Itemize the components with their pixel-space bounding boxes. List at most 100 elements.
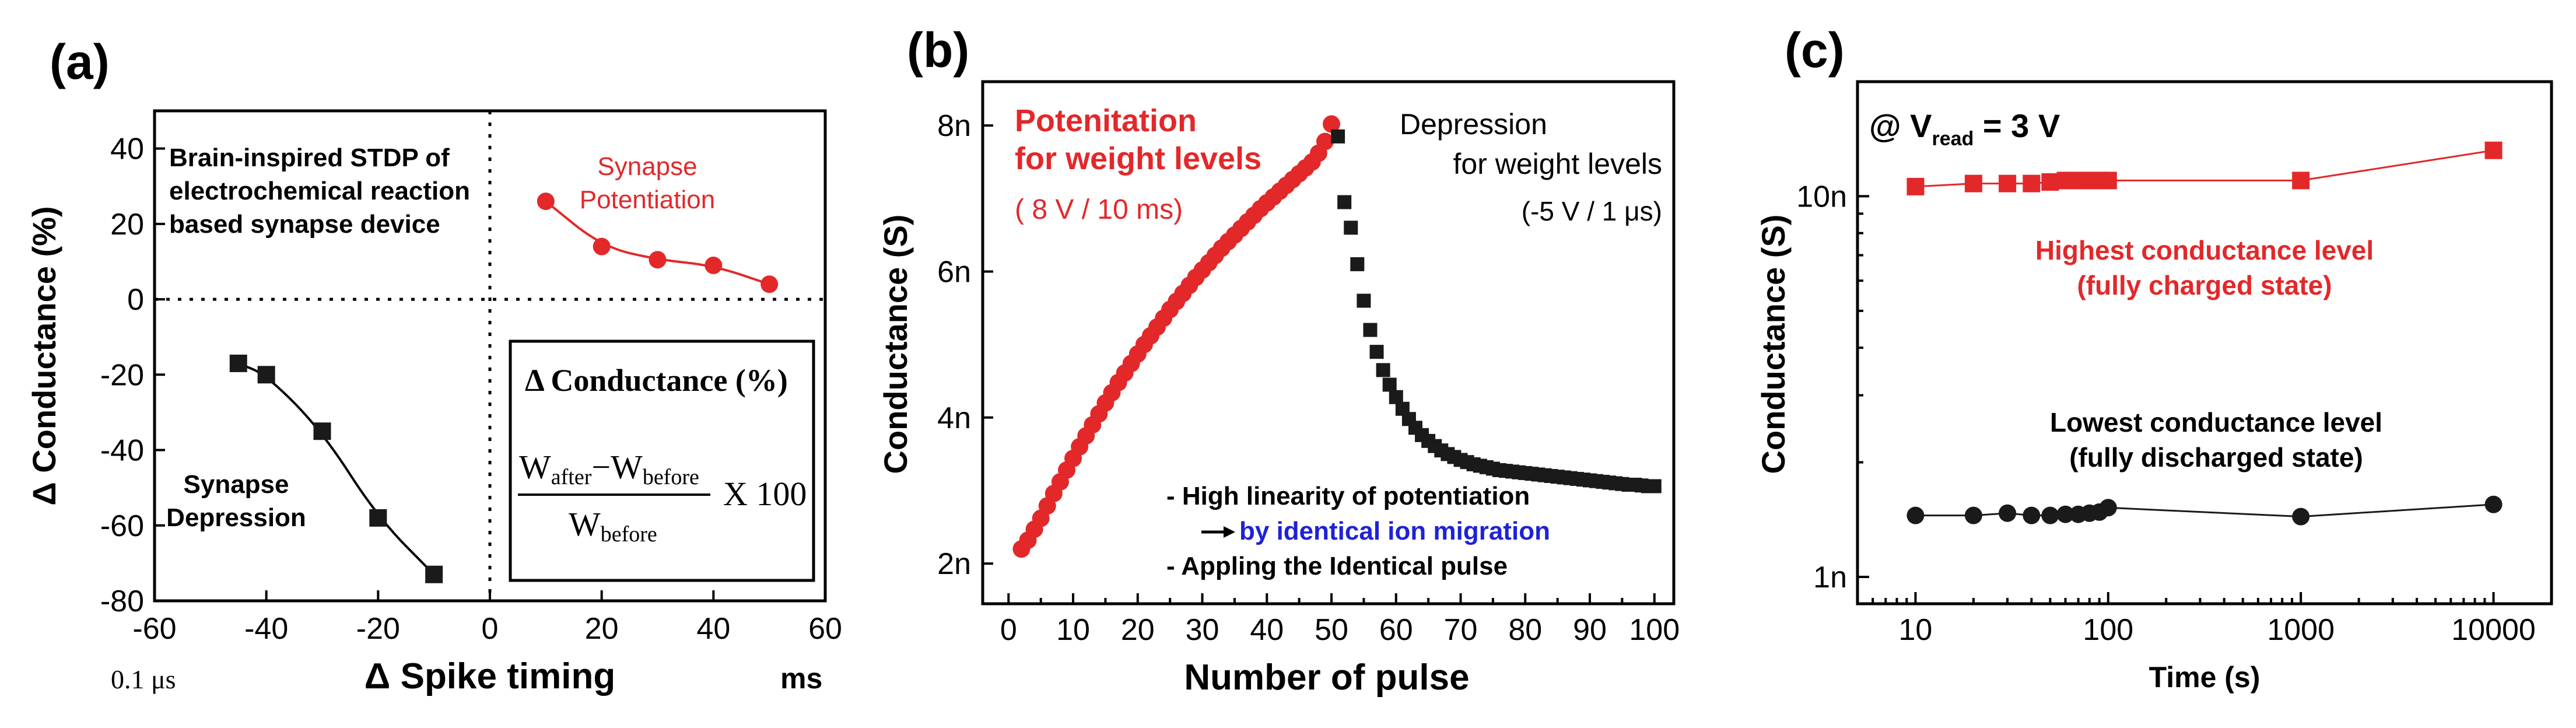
- depression-point: [1389, 390, 1403, 404]
- panel-a-letter: (a): [50, 34, 110, 89]
- lowest-level-point: [1906, 506, 1925, 524]
- panel-c-xlabel: Time (s): [2149, 661, 2260, 694]
- potentiation-point: [705, 256, 723, 274]
- potentiation-point: [593, 237, 611, 256]
- panel-b-letter: (b): [907, 23, 969, 78]
- panel-c-high-label-1: Highest conductance level: [2035, 235, 2374, 265]
- panel-a-xlabel: Δ Spike timing: [365, 656, 615, 696]
- panel-b-potentiation-condition: ( 8 V / 10 ms): [1015, 194, 1183, 225]
- x-tick-label: 100: [2083, 613, 2133, 647]
- formula-box: Δ Conductance (%) Wafter−Wbefore Wbefore…: [509, 340, 815, 582]
- highest-level-point: [1964, 174, 1982, 192]
- depression-point: [1331, 129, 1345, 144]
- y-tick-label: 4n: [937, 401, 971, 435]
- highest-level-point: [2484, 141, 2503, 159]
- panel-c-high-label-2: (fully charged state): [2077, 270, 2332, 300]
- x-tick-label: 80: [1508, 613, 1542, 647]
- y-tick-label: 0: [127, 283, 144, 317]
- panel-a-depression-label-1: Synapse: [184, 470, 289, 499]
- panel-a-ylabel: Δ Conductance (%): [26, 206, 62, 505]
- lowest-level-point: [2023, 506, 2041, 524]
- y-tick-label: -40: [100, 434, 144, 468]
- panel-a-zero-lines: [155, 111, 825, 601]
- potentiation-point: [537, 192, 555, 211]
- panel-c-low-label-2: (fully discharged state): [2069, 442, 2363, 473]
- panel-a-depression-label-2: Depression: [166, 503, 306, 532]
- panel-a-x-unit-right: ms: [780, 662, 822, 695]
- depression-point: [1376, 363, 1390, 377]
- y-tick-label: -60: [100, 509, 144, 543]
- lowest-level-point: [2041, 506, 2059, 524]
- depression-point: [1357, 293, 1371, 308]
- y-tick-label: -20: [100, 358, 144, 392]
- lowest-level-point: [1999, 504, 2017, 522]
- depression-point: [229, 354, 247, 372]
- panel-c-low-label-1: Lowest conductance level: [2050, 407, 2382, 438]
- depression-point: [1382, 377, 1397, 392]
- x-tick-label: -60: [132, 612, 176, 646]
- lowest-level-point: [1964, 506, 1982, 524]
- panel-a-potentiation-label-2: Potentiation: [580, 186, 715, 214]
- depression-point: [1369, 345, 1384, 359]
- y-tick-label: 1n: [1813, 561, 1847, 594]
- y-tick-label: 20: [110, 208, 144, 242]
- x-tick-label: 20: [1121, 613, 1155, 647]
- x-tick-label: 0: [1000, 613, 1017, 647]
- panel-b-depression-condition: (-5 V / 1 μs): [1522, 196, 1662, 226]
- panel-c-letter: (c): [1785, 23, 1845, 78]
- depression-point: [1344, 220, 1358, 235]
- x-tick-label: -20: [356, 612, 400, 646]
- panel-b-markers: [1012, 115, 1662, 558]
- x-tick-label: 20: [585, 612, 619, 646]
- x-tick-label: 60: [808, 612, 842, 646]
- panel-c-ticks: 10 100 1000 10000 10n 1n: [1796, 180, 2536, 647]
- formula-numerator: Wafter−Wbefore: [519, 448, 699, 489]
- depression-point: [257, 366, 275, 384]
- x-tick-label: 10000: [2451, 613, 2536, 647]
- potentiation-point: [760, 275, 779, 293]
- panel-c-frame: [1856, 80, 2553, 606]
- highest-level-point: [1906, 177, 1925, 195]
- panel-b-note-1: - High linearity of potentiation: [1166, 482, 1530, 510]
- panel-b-frame: [981, 80, 1676, 606]
- panel-a-markers: [229, 192, 779, 583]
- depression-fit-line: [237, 362, 435, 576]
- panel-a-description-line-2: electrochemical reaction: [169, 177, 470, 205]
- depression-point: [1350, 257, 1365, 271]
- lowest-level-point: [2292, 508, 2310, 526]
- panel-c-condition: @ Vread = 3 V: [1869, 107, 2060, 150]
- x-tick-label: 90: [1573, 613, 1607, 647]
- highest-level-point: [2099, 172, 2117, 190]
- highest-level-point: [2292, 172, 2310, 190]
- y-tick-label: 10n: [1796, 180, 1847, 214]
- x-tick-label: -40: [244, 612, 288, 646]
- panel-a-potentiation-label-1: Synapse: [597, 152, 697, 181]
- formula-title: Δ Conductance (%): [525, 363, 788, 398]
- highest-level-point: [2023, 174, 2041, 192]
- x-tick-label: 40: [696, 612, 730, 646]
- formula-denominator: Wbefore: [569, 505, 657, 547]
- x-tick-label: 50: [1315, 613, 1348, 647]
- panel-b-depression-label-2: for weight levels: [1453, 148, 1663, 180]
- panel-a-description-line-1: Brain-inspired STDP of: [169, 144, 450, 172]
- highest-level-point: [1999, 174, 2017, 192]
- panel-c-ylabel: Conductance (S): [1755, 215, 1792, 474]
- depression-point: [369, 509, 387, 527]
- x-tick-label: 10: [1899, 613, 1933, 647]
- x-tick-label: 60: [1379, 613, 1413, 647]
- panel-b-xlabel: Number of pulse: [1184, 657, 1469, 698]
- potentiation-point: [649, 251, 667, 269]
- panel-c-markers: [1906, 141, 2503, 526]
- panel-a-description-line-3: based synapse device: [169, 210, 440, 239]
- arrow-head-icon: [1224, 526, 1235, 538]
- panel-b-ticks: 0 10 20 30 40 50 60 70 80 90 100 2n 4n 6n 8n: [937, 109, 1680, 647]
- x-tick-label: 10: [1056, 613, 1090, 647]
- panel-b-potentiation-label-2: for weight levels: [1015, 141, 1261, 176]
- panel-b-depression-label-1: Depression: [1400, 108, 1547, 141]
- x-tick-label: 1000: [2267, 613, 2335, 647]
- x-tick-label: 70: [1444, 613, 1478, 647]
- potentiation-point: [1316, 132, 1334, 150]
